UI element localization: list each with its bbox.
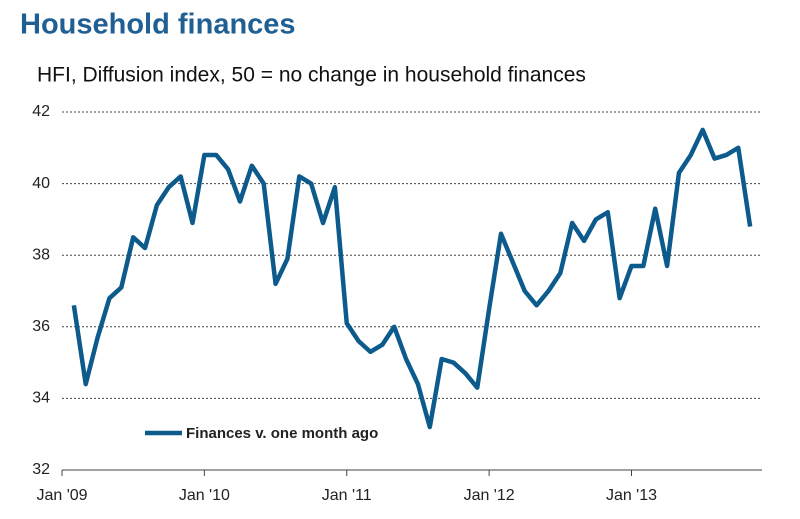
y-tick-label: 32 <box>32 461 50 478</box>
x-tick-label: Jan '10 <box>179 487 230 504</box>
data-line <box>71 127 753 430</box>
legend-label: Finances v. one month ago <box>186 425 378 442</box>
x-tick-label: Jan '13 <box>606 487 657 504</box>
y-tick-label: 40 <box>32 175 50 192</box>
chart-subtitle: HFI, Diffusion index, 50 = no change in … <box>37 64 586 87</box>
y-tick-label: 38 <box>32 246 50 263</box>
x-tick-label: Jan '11 <box>322 487 372 504</box>
y-tick-label: 34 <box>32 390 50 407</box>
y-tick-label: 36 <box>32 318 50 335</box>
x-tick-label: Jan '09 <box>36 487 87 504</box>
chart-title: Household finances <box>20 9 296 41</box>
x-tick-label: Jan '12 <box>464 487 515 504</box>
y-tick-label: 42 <box>32 103 50 120</box>
